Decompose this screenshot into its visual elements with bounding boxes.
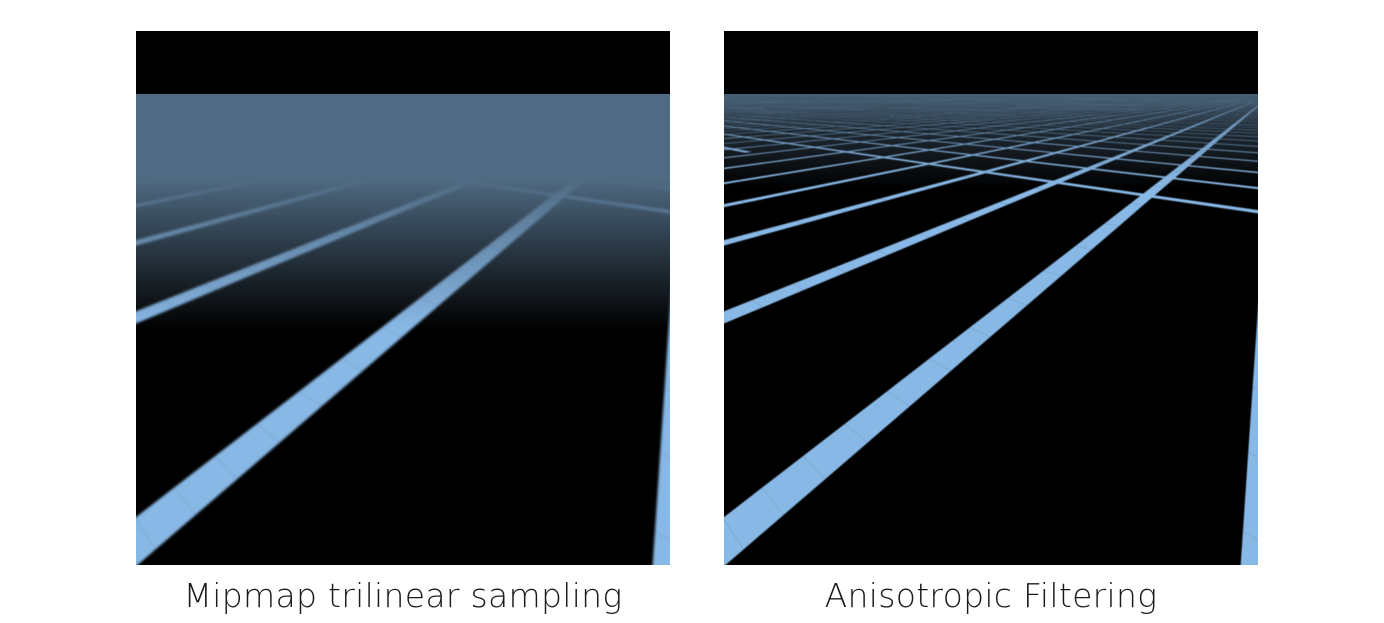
mipmap-trilinear-render (136, 31, 670, 565)
horizon-haze (724, 94, 1258, 565)
mipmap-trilinear-caption: Mipmap trilinear sampling (183, 576, 623, 615)
anisotropic-filtering-render (724, 31, 1258, 565)
anisotropic-filtering-caption: Anisotropic Filtering (824, 576, 1158, 615)
horizon-haze (136, 94, 670, 565)
